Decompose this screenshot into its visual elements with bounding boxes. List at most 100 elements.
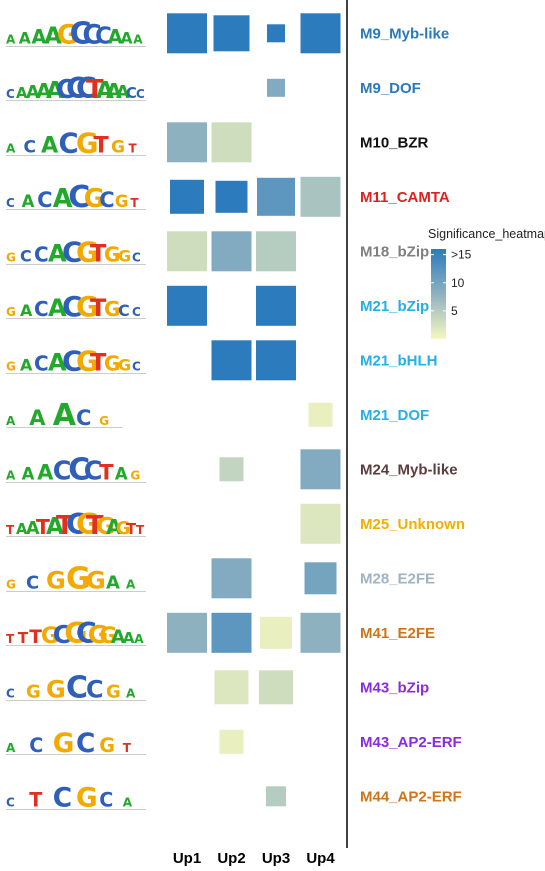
heatmap-cell-m28-e2fe-up4 [304,562,337,595]
logo-letter: T [136,523,145,537]
column-label-up4: Up4 [306,850,335,867]
logo-letter: A [6,414,16,428]
heatmap-cell-m21-dof-up4 [308,402,333,427]
row-label: M21_bHLH [360,352,438,369]
heatmap-cell-m21-bzip-up3 [256,285,296,326]
logo-letter: G [26,681,41,702]
logo-letter: A [41,132,59,158]
legend-tick-label: 5 [451,304,458,318]
logo-letter: A [6,32,16,46]
logo-letter: A [44,23,62,49]
logo-letter: A [6,468,16,482]
logo-letter: T [29,627,42,648]
column-label-up3: Up3 [262,850,290,867]
logo-letter: C [37,188,52,212]
legend-colorbar [431,249,446,339]
logo-letter: G [118,355,131,374]
logo-letter: A [29,406,46,430]
logo-letter: C [26,572,39,593]
row-label: M11_CAMTA [360,189,450,206]
heatmap-cell-m24-myb-like-up4 [300,449,341,490]
logo-letter: A [116,83,130,103]
row-label: M43_AP2-ERF [360,734,462,751]
heatmap-cell-m10-bzr-up1 [167,122,207,163]
sequence-logo: A C A CGT G T [6,128,146,159]
heatmap-cell-m11-camta-up1 [170,179,204,214]
logo-letter: C [99,188,114,212]
logo-letter: G [66,561,91,596]
heatmap-cell-m25-unknown-up4 [300,503,341,544]
logo-letter: C [29,734,43,757]
logo-letter: G [64,617,87,650]
logo-letter: A [126,577,136,591]
logo-letter: G [88,620,109,649]
heatmap-cell-m41-e2fe-up3 [260,616,292,649]
logo-letter: A [26,83,40,103]
logo-letter: A [108,25,123,48]
heatmap-cell-m9-myb-like-up3 [267,24,285,43]
logo-letter: C [66,71,87,105]
logo-letter: A [46,78,64,104]
heatmap-cell-m28-e2fe-up2 [211,558,252,599]
logo-letter: T [90,294,107,322]
heatmap-cell-m41-e2fe-up1 [167,612,207,653]
logo-letter: C [66,507,87,541]
logo-letter: G [106,681,121,702]
logo-letter: T [129,141,138,155]
row-label: M43_bZip [360,679,429,696]
logo-letter: G [76,290,99,323]
logo-letter: T [90,239,107,267]
row-label: M41_E2FE [360,625,435,642]
logo-letter: C [68,452,90,487]
logo-letter: C [118,301,130,320]
legend-title: Significance_heatmap [428,227,545,241]
logo-letter: A [48,348,67,376]
logo-letter: C [34,351,49,375]
logo-letter: C [84,456,103,486]
logo-letter: A [26,519,40,539]
logo-letter: C [95,23,112,49]
logo-letter: G [99,624,117,649]
logo-letter: A [22,464,35,483]
logo-letter: A [106,515,122,539]
heatmap-cell-m11-camta-up3 [257,177,295,216]
logo-letter: C [126,85,137,102]
logo-letter: T [56,511,74,541]
logo-letter: A [96,78,114,104]
heatmap-cell-m18-bzip-up3 [256,231,296,272]
logo-letter: A [106,79,122,103]
logo-letter: G [116,519,130,539]
logo-letter: G [6,305,16,319]
logo-letter: G [53,728,75,759]
logo-letter: A [106,572,120,593]
logo-letter: C [53,456,72,486]
logo-letter: A [111,627,126,648]
logo-letter: C [76,406,91,430]
heatmap-cell-m43-bzip-up2 [214,670,249,705]
logo-letter: C [24,137,37,157]
row-label: M44_AP2-ERF [360,788,462,805]
logo-letter: G [104,242,120,266]
logo-letter: G [6,250,16,264]
logo-letter: A [53,398,77,433]
logo-letter: A [123,629,135,647]
heatmap-cell-m11-camta-up4 [300,176,341,217]
row-label: M21_bZip [360,298,429,315]
logo-letter: A [16,85,28,102]
logo-letter: T [130,196,139,210]
logo-letter: T [94,132,110,158]
logo-letter: A [20,355,33,374]
logo-letter: C [62,235,83,268]
row-label: M9_Myb-like [360,25,449,42]
logo-letter: C [6,686,15,700]
logo-letter: G [46,675,66,703]
logo-letter: G [86,566,106,594]
